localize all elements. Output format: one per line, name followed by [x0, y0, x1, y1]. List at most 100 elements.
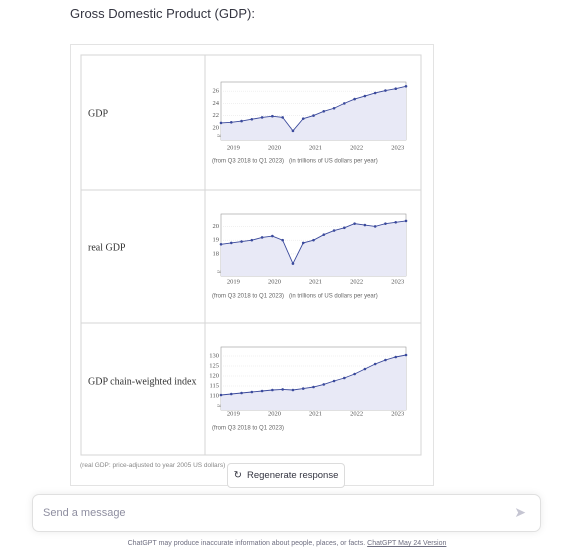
point [373, 362, 377, 366]
point [271, 388, 274, 392]
y-tick-label: 19 [213, 237, 220, 244]
point [219, 121, 223, 125]
y-tick-label: 125 [209, 362, 219, 369]
y-tick-label: 115 [209, 382, 219, 389]
y-tick-label: 26 [213, 88, 220, 95]
point [363, 367, 367, 371]
y-tick-label: 22 [213, 112, 220, 119]
point [322, 110, 326, 113]
y-tick-label: 18 [213, 250, 220, 257]
footnote: (real GDP: price-adjusted to year 2005 U… [80, 462, 226, 469]
point [291, 129, 295, 133]
caption: (from Q3 2018 to Q1 2023) [212, 426, 284, 432]
y-tick-label: 24 [213, 100, 220, 107]
point [343, 102, 346, 105]
point [250, 117, 254, 121]
point [240, 391, 243, 395]
point [250, 390, 254, 394]
point [384, 358, 387, 362]
point [384, 89, 387, 92]
point [404, 353, 408, 357]
x-tick-label: 2021 [309, 278, 322, 285]
axis-break: ≈ [217, 403, 221, 410]
refresh-icon: ↻ [233, 470, 242, 481]
point [271, 114, 274, 118]
x-tick-label: 2022 [350, 410, 363, 417]
point [229, 392, 233, 396]
point [343, 376, 346, 380]
x-tick-label: 2023 [391, 278, 404, 285]
x-tick-label: 2023 [391, 144, 404, 151]
y-tick-label: 130 [209, 352, 219, 359]
point [260, 236, 264, 239]
x-tick-label: 2022 [350, 144, 363, 151]
caption: (from Q3 2018 to Q1 2023) [212, 294, 284, 300]
point [353, 372, 356, 376]
point [281, 116, 284, 119]
x-tick-label: 2021 [309, 144, 322, 151]
x-tick-label: 2020 [268, 144, 281, 151]
point [312, 385, 315, 389]
x-tick-label: 2021 [309, 410, 322, 417]
point [301, 387, 305, 390]
point [229, 241, 233, 245]
x-tick-label: 2019 [227, 144, 240, 151]
input-placeholder: Send a message [43, 507, 126, 519]
message-input[interactable]: Send a message ➤ [32, 494, 541, 532]
point [281, 238, 284, 242]
footer-link[interactable]: ChatGPT May 24 Version [367, 540, 447, 547]
table-border [80, 54, 422, 456]
point [332, 106, 336, 110]
area [221, 86, 406, 140]
regenerate-label: Regenerate response [247, 470, 339, 481]
point [271, 234, 274, 238]
point [219, 393, 223, 397]
point [363, 223, 367, 227]
point [250, 238, 254, 242]
point [291, 388, 295, 392]
point [332, 229, 336, 232]
caption: (in trillions of US dollars per year) [289, 159, 378, 165]
point [353, 222, 356, 225]
point [394, 355, 398, 359]
point [312, 114, 315, 117]
x-tick-label: 2020 [268, 278, 281, 285]
point [260, 116, 264, 119]
x-tick-label: 2023 [391, 410, 404, 417]
heading: Gross Domestic Product (GDP): [70, 6, 255, 21]
y-tick-label: 110 [209, 392, 219, 399]
row-label: GDP chain-weighted index [88, 376, 197, 387]
x-tick-label: 2019 [227, 278, 240, 285]
point [404, 219, 408, 223]
axis-break: ≈ [217, 133, 221, 140]
point [404, 84, 408, 88]
point [373, 225, 377, 228]
y-tick-label: 20 [213, 124, 220, 131]
caption: (from Q3 2018 to Q1 2023) [212, 159, 284, 165]
point [322, 383, 326, 386]
footer-text: ChatGPT may produce inaccurate informati… [127, 540, 366, 547]
row-label: real GDP [88, 242, 126, 253]
y-tick-label: 120 [209, 372, 219, 379]
regenerate-button[interactable]: ↻ Regenerate response [227, 463, 345, 488]
point [281, 388, 284, 391]
send-icon[interactable]: ➤ [514, 504, 526, 520]
caption: (in trillions of US dollars per year) [289, 294, 378, 300]
x-tick-label: 2019 [227, 410, 240, 417]
point [394, 220, 398, 224]
point [291, 262, 295, 265]
footer: ChatGPT may produce inaccurate informati… [0, 540, 574, 547]
point [363, 94, 367, 98]
point [301, 117, 305, 120]
point [240, 240, 243, 243]
area [221, 355, 406, 410]
axis-break: ≈ [217, 269, 221, 276]
point [229, 120, 233, 124]
point [322, 233, 326, 236]
point [240, 119, 243, 123]
point [373, 91, 377, 95]
x-tick-label: 2020 [268, 410, 281, 417]
row-label: GDP [88, 108, 108, 119]
